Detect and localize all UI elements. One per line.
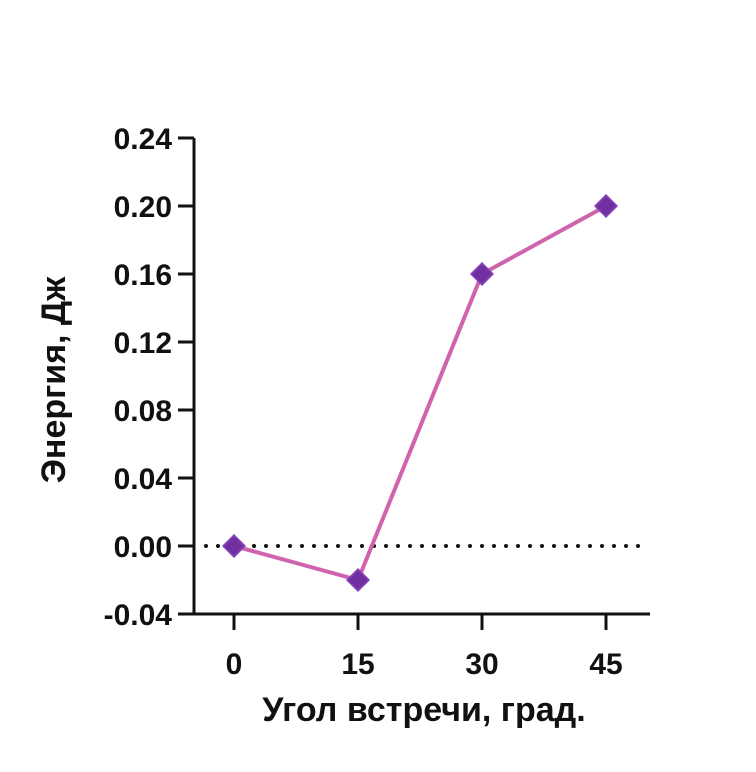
series-layer <box>221 193 619 593</box>
x-tick-label: 45 <box>589 648 622 681</box>
y-tick-label: 0.12 <box>114 327 172 360</box>
y-tick-label: 0.16 <box>114 259 172 292</box>
y-tick-label: 0.24 <box>114 123 173 156</box>
y-tick-label: 0.00 <box>114 531 172 564</box>
y-axis-label: Энергия, Дж <box>35 276 73 483</box>
data-point-marker <box>221 533 247 559</box>
data-point-marker <box>593 193 619 219</box>
x-tick-label: 30 <box>465 648 498 681</box>
y-axis-ticks: -0.04 0.00 0.04 0.08 0.12 0.16 0.20 0.24 <box>104 123 194 632</box>
y-tick-label: -0.04 <box>104 599 173 632</box>
y-tick-label: 0.20 <box>114 191 172 224</box>
x-axis-ticks: 0 15 30 45 <box>226 614 623 681</box>
x-tick-label: 0 <box>226 648 243 681</box>
x-axis-label: Угол встречи, град. <box>262 691 585 729</box>
data-point-marker <box>469 261 495 287</box>
data-point-marker <box>345 567 371 593</box>
x-tick-label: 15 <box>341 648 374 681</box>
y-tick-label: 0.04 <box>114 463 173 496</box>
series-line <box>233 204 607 582</box>
y-tick-label: 0.08 <box>114 395 172 428</box>
